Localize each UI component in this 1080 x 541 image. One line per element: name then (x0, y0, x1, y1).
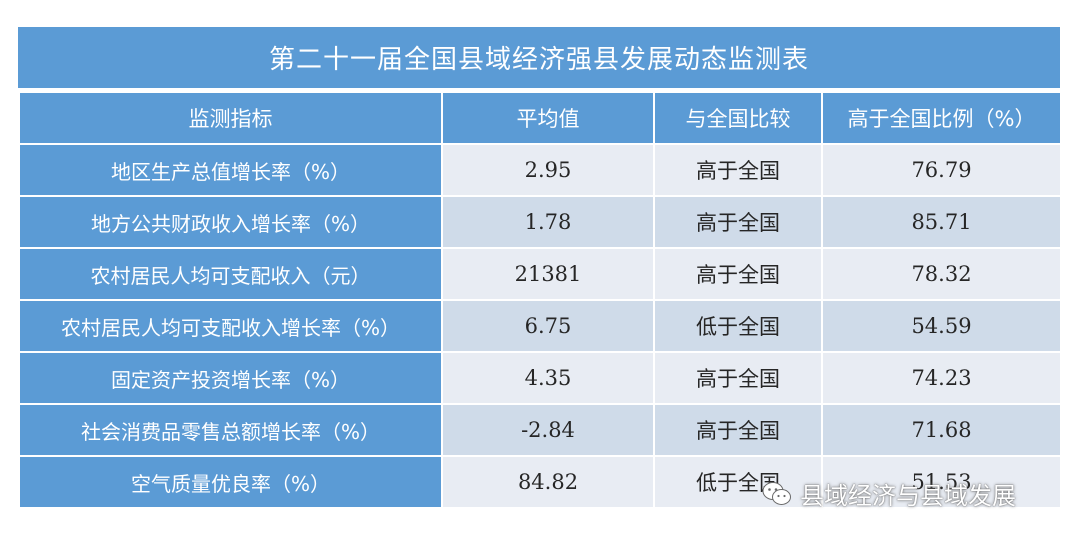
ratio-cell: 71.68 (821, 403, 1062, 457)
comparison-cell: 高于全国 (653, 403, 823, 457)
average-cell: 1.78 (441, 195, 655, 249)
average-cell: 84.82 (441, 455, 655, 509)
wechat-icon (762, 481, 791, 505)
comparison-cell: 高于全国 (653, 247, 823, 301)
table-row: 固定资产投资增长率（%） 4.35 高于全国 74.23 (18, 351, 1062, 405)
ratio-cell: 74.23 (821, 351, 1062, 405)
indicator-cell: 社会消费品零售总额增长率（%） (18, 403, 443, 457)
comparison-cell: 低于全国 (653, 455, 823, 509)
header-ratio: 高于全国比例（%） (821, 91, 1062, 145)
average-cell: -2.84 (441, 403, 655, 457)
header-indicator: 监测指标 (18, 91, 443, 145)
ratio-cell: 51.53 (821, 455, 1062, 509)
data-table: 监测指标 平均值 与全国比较 高于全国比例（%） 地区生产总值增长率（%） 2.… (18, 91, 1062, 509)
monitoring-table: 第二十一届全国县域经济强县发展动态监测表 监测指标 平均值 与全国比较 高于全国… (18, 27, 1062, 509)
table-row: 空气质量优良率（%） 84.82 低于全国 51.53 (18, 455, 1062, 509)
indicator-cell: 地方公共财政收入增长率（%） (18, 195, 443, 249)
average-cell: 4.35 (441, 351, 655, 405)
table-row: 农村居民人均可支配收入（元） 21381 高于全国 78.32 (18, 247, 1062, 301)
indicator-cell: 固定资产投资增长率（%） (18, 351, 443, 405)
comparison-cell: 低于全国 (653, 299, 823, 353)
comparison-cell: 高于全国 (653, 143, 823, 197)
indicator-cell: 地区生产总值增长率（%） (18, 143, 443, 197)
ratio-cell: 76.79 (821, 143, 1062, 197)
average-cell: 6.75 (441, 299, 655, 353)
table-row: 社会消费品零售总额增长率（%） -2.84 高于全国 71.68 (18, 403, 1062, 457)
comparison-cell: 高于全国 (653, 351, 823, 405)
watermark: 县域经济与县域发展 (762, 476, 1016, 511)
indicator-cell: 农村居民人均可支配收入增长率（%） (18, 299, 443, 353)
header-comparison: 与全国比较 (653, 91, 823, 145)
table-row: 地方公共财政收入增长率（%） 1.78 高于全国 85.71 (18, 195, 1062, 249)
header-row: 监测指标 平均值 与全国比较 高于全国比例（%） (18, 91, 1062, 145)
comparison-cell: 高于全国 (653, 195, 823, 249)
ratio-cell: 54.59 (821, 299, 1062, 353)
indicator-cell: 空气质量优良率（%） (18, 455, 443, 509)
average-cell: 21381 (441, 247, 655, 301)
watermark-text: 县域经济与县域发展 (800, 482, 1016, 510)
table-title: 第二十一届全国县域经济强县发展动态监测表 (18, 27, 1060, 91)
ratio-cell: 85.71 (821, 195, 1062, 249)
table-row: 农村居民人均可支配收入增长率（%） 6.75 低于全国 54.59 (18, 299, 1062, 353)
average-cell: 2.95 (441, 143, 655, 197)
ratio-cell: 78.32 (821, 247, 1062, 301)
table-row: 地区生产总值增长率（%） 2.95 高于全国 76.79 (18, 143, 1062, 197)
indicator-cell: 农村居民人均可支配收入（元） (18, 247, 443, 301)
header-average: 平均值 (441, 91, 655, 145)
